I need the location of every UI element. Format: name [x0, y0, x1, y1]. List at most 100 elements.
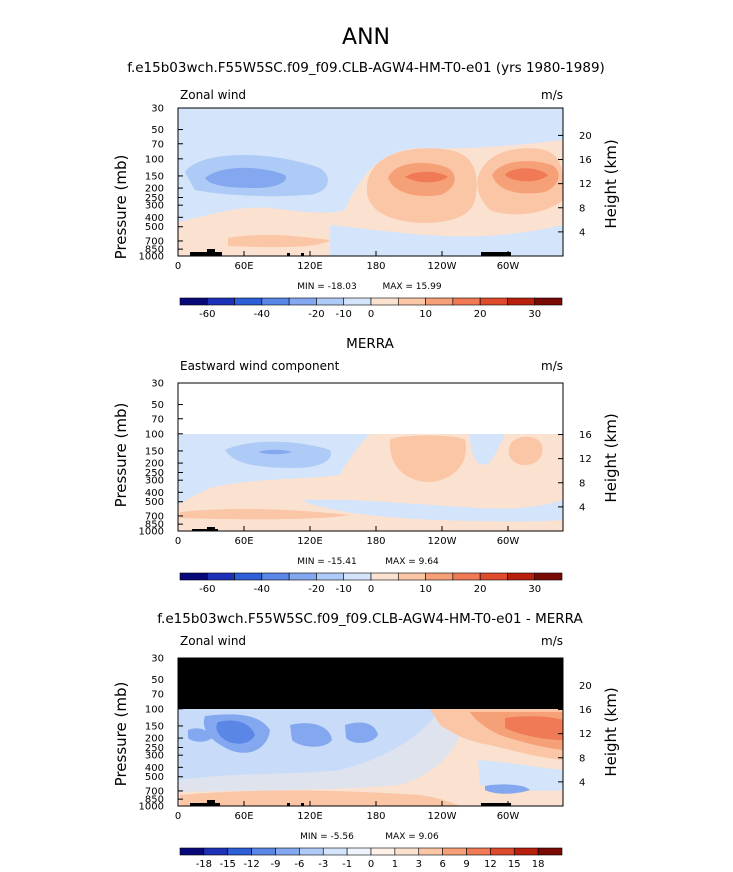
colorbar-label: 0	[368, 859, 374, 870]
colorbar-swatch	[288, 297, 317, 306]
colorbar-label: 12	[484, 859, 497, 870]
y-right-tick-label: 16	[579, 430, 592, 441]
contour-neg-right-core	[485, 784, 530, 794]
y-right-tick-label: 12	[579, 729, 592, 740]
x-tick-label: 0	[175, 261, 181, 272]
masked-region	[178, 658, 563, 709]
colorbar-swatch	[425, 572, 454, 581]
colorbar-swatch	[234, 297, 263, 306]
x-tick-label: 120E	[297, 536, 322, 547]
y-tick-label: 70	[151, 689, 164, 700]
colorbar-label: 15	[508, 859, 521, 870]
colorbar-label: 30	[528, 584, 541, 595]
variable-label: Zonal wind	[180, 88, 246, 102]
surface-warm	[180, 790, 460, 806]
x-tick-label: 180	[366, 536, 385, 547]
min-label: MIN = -18.03	[297, 282, 356, 292]
colorbar-swatch	[507, 572, 536, 581]
x-tick-label: 60W	[497, 811, 520, 822]
x-tick-label: 60E	[234, 261, 253, 272]
min-label: MIN = -5.56	[300, 832, 354, 842]
colorbar-swatch	[343, 297, 372, 306]
y-tick-label: 850	[145, 520, 164, 531]
colorbar-label: 18	[532, 859, 545, 870]
colorbar-swatch	[479, 572, 508, 581]
colorbar-swatch	[343, 572, 372, 581]
panel-model: f.e15b03wch.F55W5SC.f09_f09.CLB-AGW4-HM-…	[112, 60, 620, 320]
y-tick-label: 300	[145, 201, 164, 212]
y-right-tick-label: 8	[579, 753, 585, 764]
y-axis-label: Pressure (mb)	[112, 403, 130, 508]
y-tick-label: 200	[145, 734, 164, 745]
panel-title: f.e15b03wch.F55W5SC.f09_f09.CLB-AGW4-HM-…	[127, 60, 605, 76]
contour-neg-right	[470, 434, 505, 465]
topography	[190, 800, 511, 806]
surface-warm	[180, 508, 350, 520]
y-right-tick-label: 12	[579, 454, 592, 465]
y-tick-label: 700	[145, 236, 164, 247]
y-tick-label: 400	[145, 763, 164, 774]
plot-frame	[177, 382, 564, 532]
x-tick-label: 120E	[297, 261, 322, 272]
colorbar-swatch	[316, 297, 345, 306]
x-tick-label: 60W	[497, 261, 520, 272]
y-tick-label: 400	[145, 213, 164, 224]
y-tick-label: 300	[145, 751, 164, 762]
jet-sh-core	[405, 171, 448, 183]
colorbar-label: 10	[419, 309, 432, 320]
colorbar-swatch	[479, 297, 508, 306]
units-label: m/s	[541, 634, 563, 648]
y-right-tick-label: 16	[579, 155, 592, 166]
y-axis-label: Pressure (mb)	[112, 155, 130, 260]
colorbar-label: -40	[254, 309, 270, 320]
max-label: MAX = 9.64	[385, 557, 439, 567]
colorbar-label: 10	[419, 584, 432, 595]
colorbar-label: -1	[342, 859, 352, 870]
colorbar-label: -12	[243, 859, 259, 870]
y-tick-label: 250	[145, 743, 164, 754]
x-tick-label: 0	[175, 536, 181, 547]
colorbar-swatch	[394, 847, 420, 856]
colorbar-label: 3	[416, 859, 422, 870]
x-tick-label: 60E	[234, 536, 253, 547]
plot-frame	[177, 107, 564, 257]
y-axis-label-right: Height (km)	[602, 687, 620, 776]
y-tick-label: 70	[151, 414, 164, 425]
y-tick-label: 50	[151, 675, 164, 686]
colorbar-swatch	[466, 847, 491, 856]
y-tick-label: 150	[145, 721, 164, 732]
y-tick-label: 1000	[139, 527, 164, 538]
contour-neg-right	[478, 760, 563, 791]
colorbar-label: 0	[368, 584, 374, 595]
y-tick-label: 500	[145, 772, 164, 783]
topography	[192, 527, 218, 531]
colorbar-label: 0	[368, 309, 374, 320]
y-tick-label: 100	[145, 429, 164, 440]
colorbar-swatch	[203, 847, 229, 856]
colorbar-swatch	[490, 847, 515, 856]
y-axis-label-right: Height (km)	[602, 139, 620, 228]
colorbar-label: -15	[220, 859, 236, 870]
x-tick-label: 120E	[297, 811, 322, 822]
colorbar: -18 -15 -12 -9 -6 -3 -1 0 1 3 6 9 12 15 18	[179, 847, 563, 870]
y-tick-label: 150	[145, 446, 164, 457]
contour-neg-mid	[225, 441, 331, 468]
colorbar-swatch	[251, 847, 276, 856]
y-tick-label: 200	[145, 459, 164, 470]
colorbar-swatch	[442, 847, 467, 856]
colorbar-swatch	[179, 572, 208, 581]
jet-nh-core	[505, 168, 548, 182]
colorbar-label: -20	[308, 584, 324, 595]
colorbar-swatch	[370, 847, 396, 856]
y-tick-label: 1000	[139, 252, 164, 263]
colorbar-label: -18	[196, 859, 212, 870]
colorbar-swatch	[316, 572, 345, 581]
colorbar-swatch	[397, 572, 426, 581]
colorbar-label: -60	[199, 584, 215, 595]
colorbar-label: 1	[392, 859, 398, 870]
colorbar-swatch	[299, 847, 324, 856]
colorbar-label: 20	[474, 584, 487, 595]
colorbar-swatch	[370, 297, 399, 306]
x-tick-label: 180	[366, 261, 385, 272]
colorbar-swatch	[534, 297, 563, 306]
